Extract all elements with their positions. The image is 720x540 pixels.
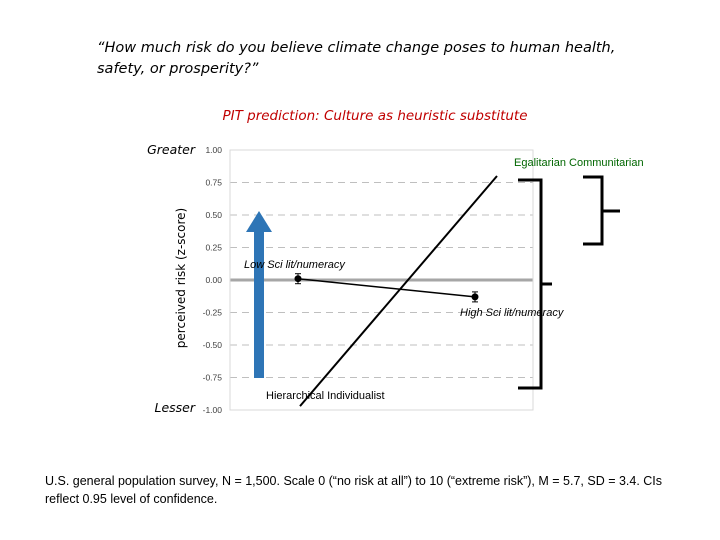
y-tick-label: 1.00 [205, 145, 222, 155]
risk-chart: 1.00 0.75 0.50 0.25 0.00 -0.25 -0.50 -0.75 -1.00… [147, 142, 644, 415]
chart-title: PIT prediction: Culture as heuristic sub… [222, 108, 528, 124]
small-bracket [583, 175, 604, 246]
y-tick-label: 0.25 [205, 243, 222, 253]
y-tick-label: -0.25 [203, 308, 223, 318]
large-bracket [518, 178, 543, 390]
marks-layer [294, 175, 498, 407]
y-tick-label: 0.00 [205, 275, 222, 285]
sci-lit-point [471, 293, 479, 301]
y-tick-label: -1.00 [203, 405, 223, 415]
high-sci-lit-label: High Sci lit/numeracy [460, 307, 565, 319]
y-tick-label: -0.50 [203, 340, 223, 350]
footnote: U.S. general population survey, N = 1,50… [45, 474, 663, 506]
hierarchical-individualist-label: Hierarchical Individualist [266, 390, 385, 402]
y-tick-label: -0.75 [203, 373, 223, 383]
blue-arrow-shaft [254, 230, 264, 378]
sci-lit-point [294, 275, 302, 283]
grid-layer [230, 182, 533, 378]
y-tick-label: 0.50 [205, 210, 222, 220]
culture-line [299, 175, 498, 407]
survey-question: “How much risk do you believe climate ch… [97, 40, 616, 77]
y-axis-title: perceived risk (z-score) [174, 208, 188, 348]
blue-arrow-head [246, 211, 272, 232]
y-tick-label: 0.75 [205, 178, 222, 188]
greater-label: Greater [147, 142, 196, 157]
plot-frame [229, 149, 534, 411]
egalitarian-communitarian-label: Egalitarian Communitarian [514, 157, 644, 169]
low-sci-lit-label: Low Sci lit/numeracy [244, 259, 346, 271]
axis-layer: 1.00 0.75 0.50 0.25 0.00 -0.25 -0.50 -0.75 -1.00… [147, 142, 534, 415]
sci-lit-line [297, 277, 476, 298]
decoration-layer: Egalitarian Communitarian Hierarchical In… [244, 157, 644, 402]
lesser-label: Lesser [154, 400, 195, 415]
